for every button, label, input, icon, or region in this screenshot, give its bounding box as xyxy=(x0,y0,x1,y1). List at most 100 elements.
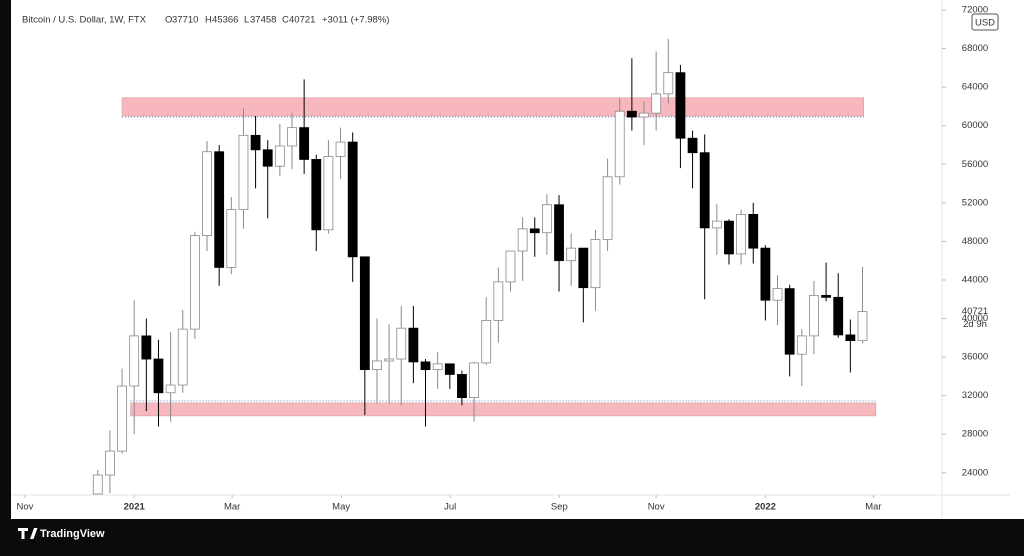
right-margin xyxy=(1010,0,1024,556)
header: Bitcoin / U.S. Dollar, 1W, FTX O 37710 H… xyxy=(22,15,389,26)
candle-body-up xyxy=(542,204,552,234)
candle-body-down xyxy=(748,213,759,249)
high-value: 45366 xyxy=(212,15,238,26)
candle-body-down xyxy=(845,334,856,342)
candle-body-up xyxy=(517,228,528,252)
zone xyxy=(130,402,877,417)
brand: TradingView xyxy=(40,528,105,540)
candle-body-up xyxy=(274,145,285,167)
candle-body-up xyxy=(372,360,382,371)
candle-body-up xyxy=(335,141,346,157)
candle-body-down xyxy=(214,151,225,268)
candle-body-down xyxy=(299,127,310,160)
candle-body-up xyxy=(857,311,868,342)
candle-body-down xyxy=(554,204,564,262)
plot-area xyxy=(92,38,877,495)
candle-body-up xyxy=(809,294,819,337)
candle-body-up xyxy=(711,220,722,229)
x-tick-label: May xyxy=(332,502,350,513)
countdown: 2d 9h xyxy=(963,319,987,330)
x-tick-label: 2022 xyxy=(755,502,776,513)
candle-body-up xyxy=(238,134,249,210)
candle-body-down xyxy=(626,110,637,118)
candle-body-up xyxy=(602,176,613,240)
candle-body-up xyxy=(772,288,783,301)
y-tick-label: 44000 xyxy=(962,274,988,285)
candle-body-down xyxy=(408,327,419,363)
candle-body-up xyxy=(796,335,807,355)
candle-body-up xyxy=(493,281,504,321)
y-tick-label: 28000 xyxy=(962,429,988,440)
x-tick-label: 2021 xyxy=(124,502,146,513)
y-tick-label: 68000 xyxy=(962,43,988,54)
candle-body-down xyxy=(578,247,589,289)
candle-body-up xyxy=(481,320,492,364)
candle-body-down xyxy=(821,294,831,298)
candle-body-down xyxy=(311,159,322,231)
candle-body-up xyxy=(566,247,577,262)
candle-body-up xyxy=(105,450,115,476)
candle-body-up xyxy=(117,385,127,452)
x-tick-label: Mar xyxy=(865,502,881,513)
candle-body-up xyxy=(177,328,188,386)
candle-body-down xyxy=(359,256,370,371)
candle-body-down xyxy=(784,288,795,355)
candle-body-down xyxy=(250,134,261,151)
y-tick-label: 52000 xyxy=(962,197,988,208)
candle-body-up xyxy=(432,363,443,371)
y-tick-label: 72000 xyxy=(962,5,988,16)
x-tick-label: Sep xyxy=(551,502,568,513)
y-tick-label: 48000 xyxy=(962,236,988,247)
candle-body-down xyxy=(457,374,467,398)
candle-body-down xyxy=(529,228,540,234)
candle-body-down xyxy=(833,296,844,336)
candle-body-up xyxy=(226,209,237,268)
candle-body-up xyxy=(129,335,140,387)
x-tick-label: Nov xyxy=(648,502,665,513)
candle-body-down xyxy=(141,335,152,360)
candle-body-up xyxy=(590,239,601,289)
candle-body-up xyxy=(651,93,662,114)
open-prefix: O xyxy=(165,15,172,26)
candle-body-up xyxy=(505,250,516,283)
candle-body-down xyxy=(699,152,710,229)
candle-body-down xyxy=(724,220,734,255)
candle-body-up xyxy=(92,474,103,495)
open-value: 37710 xyxy=(172,15,198,26)
candle-body-up xyxy=(736,213,747,255)
candle-body-down xyxy=(675,72,686,139)
brand-logo xyxy=(18,528,38,539)
y-tick-label: 56000 xyxy=(962,159,988,170)
candle-body-down xyxy=(347,141,358,258)
candle-body-up xyxy=(396,327,407,360)
symbol: Bitcoin / U.S. Dollar, 1W, FTX xyxy=(22,15,147,26)
zone xyxy=(121,97,865,117)
candle-body-up xyxy=(165,384,176,394)
candle-body-down xyxy=(687,137,698,154)
y-tick-label: 64000 xyxy=(962,82,988,93)
candle-body-up xyxy=(202,151,212,237)
candle-body-down xyxy=(444,363,455,375)
candle-body-up xyxy=(639,112,649,118)
x-tick-label: Mar xyxy=(224,502,240,513)
candle-body-up xyxy=(663,72,674,95)
candle-body-up xyxy=(614,110,625,178)
close-prefix: C xyxy=(282,15,289,26)
left-border xyxy=(0,0,11,556)
x-tick-label: Nov xyxy=(17,502,34,513)
y-tick-label: 36000 xyxy=(962,352,988,363)
candle-body-down xyxy=(760,247,771,301)
currency: USD xyxy=(975,18,995,29)
candle-body-up xyxy=(469,362,479,398)
last-price: 40721 xyxy=(962,306,988,317)
close-value: 40721 xyxy=(289,15,315,26)
candle-body-up xyxy=(287,127,297,147)
candle-body-down xyxy=(262,149,273,167)
candle-body-down xyxy=(153,358,164,394)
candle-body-up xyxy=(189,235,200,330)
candle-body-up xyxy=(323,156,334,231)
y-tick-label: 24000 xyxy=(962,467,988,478)
candle-body-up xyxy=(384,358,395,362)
low-prefix: L xyxy=(244,15,249,26)
